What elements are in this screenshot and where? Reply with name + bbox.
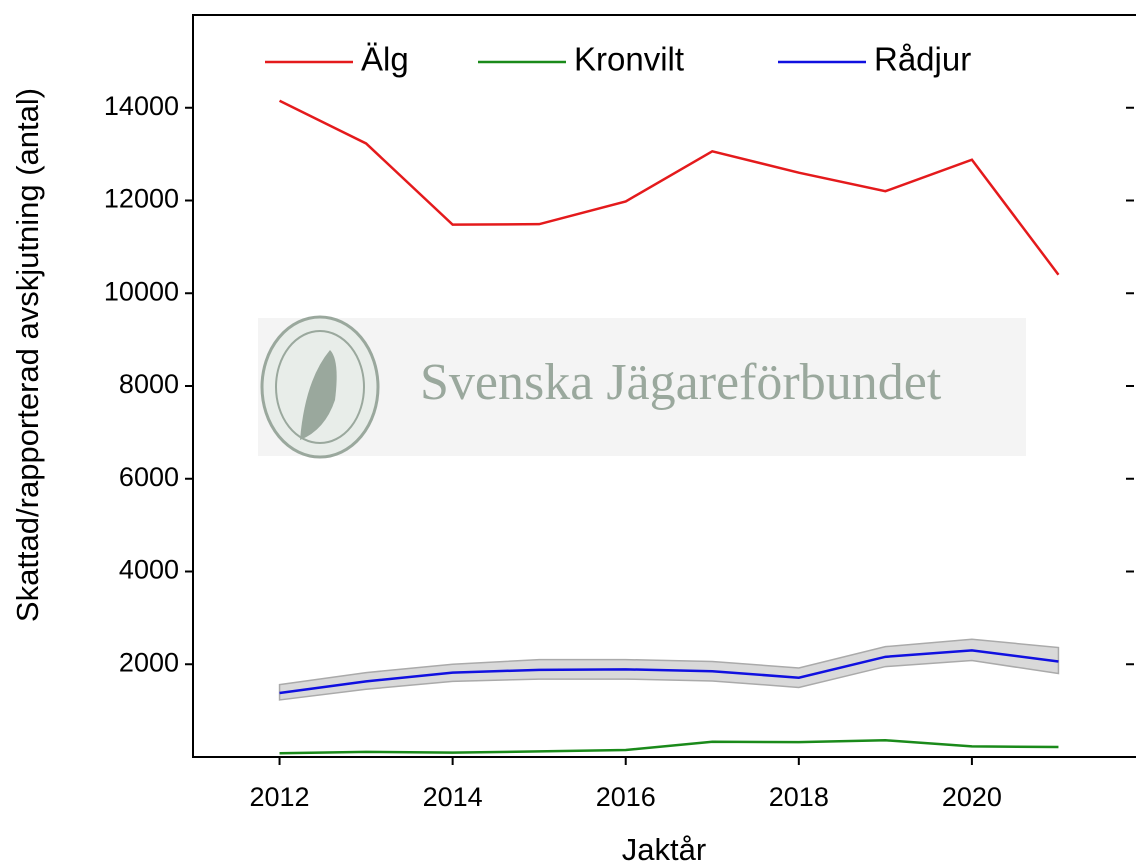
x-axis-label: Jaktår [622, 832, 706, 867]
legend-label: Älg [361, 41, 409, 78]
y-tick-label: 4000 [119, 555, 179, 585]
x-tick-label: 2016 [596, 782, 656, 812]
watermark-logo-ring [275, 330, 365, 444]
plot-frame [192, 14, 1136, 758]
y-tick-label: 10000 [104, 276, 179, 306]
watermark-text: Svenska Jägareförbundet [420, 354, 942, 411]
series-line [278, 99, 1060, 276]
series-line [279, 739, 1059, 755]
watermark-eagle [300, 350, 337, 440]
y-tick-label: 8000 [119, 369, 179, 399]
y-tick-label: 12000 [104, 184, 179, 214]
series-line [279, 649, 1059, 695]
y-axis-label: Skattad/rapporterad avskjutning (antal) [10, 88, 45, 622]
x-tick-label: 2020 [942, 782, 1002, 812]
y-tick-label: 6000 [119, 462, 179, 492]
x-tick-label: 2014 [423, 782, 483, 812]
x-tick-label: 2012 [250, 782, 310, 812]
y-tick-label: 14000 [104, 91, 179, 121]
x-tick-label: 2018 [769, 782, 829, 812]
y-tick-label: 2000 [119, 647, 179, 677]
legend-label: Kronvilt [574, 41, 684, 78]
legend-label: Rådjur [874, 41, 971, 78]
watermark-background [258, 318, 1026, 456]
